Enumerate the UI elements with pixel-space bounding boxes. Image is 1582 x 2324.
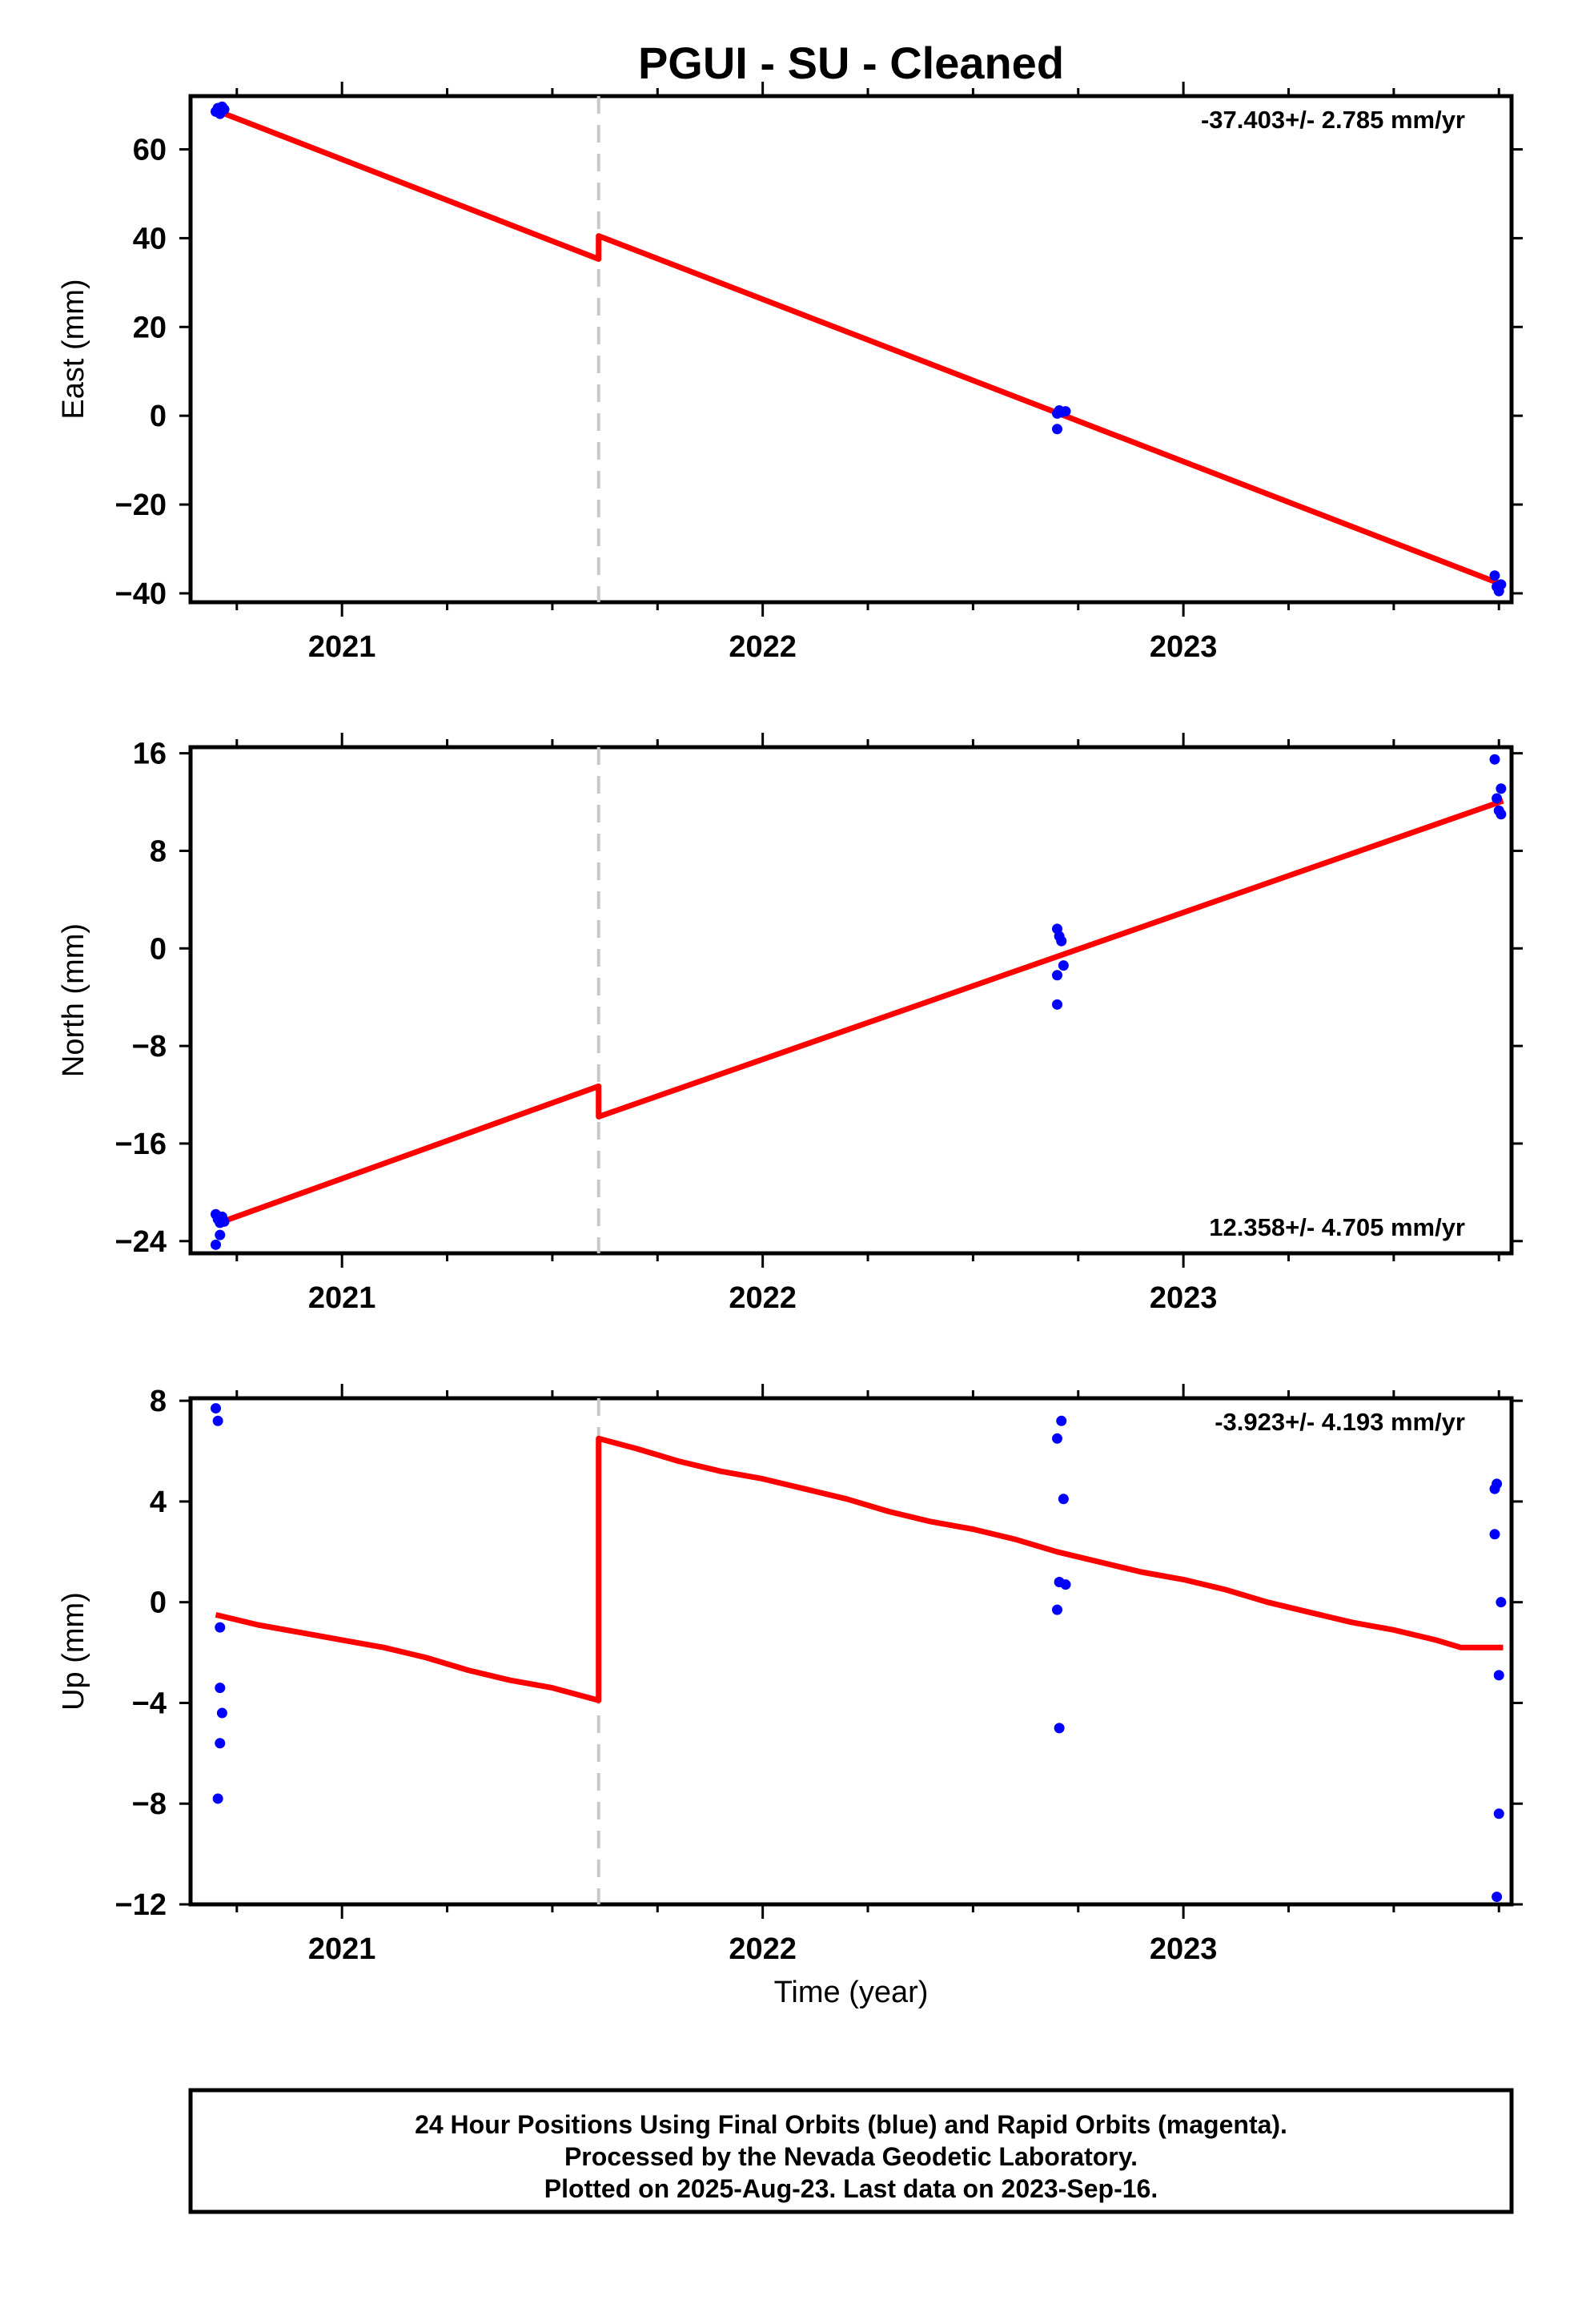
east-data-point (219, 104, 230, 115)
up-data-point (1058, 1494, 1069, 1505)
up-y-tick-label: −12 (115, 1888, 167, 1922)
east-plot-frame (188, 94, 1514, 605)
up-y-axis-label: Up (mm) (57, 1592, 90, 1711)
up-model-line (215, 1435, 1504, 1703)
north-data-point (1058, 960, 1069, 971)
up-data-point (215, 1683, 226, 1694)
north-y-tick-label: −16 (115, 1128, 167, 1161)
east-y-axis-label: East (mm) (57, 279, 90, 419)
up-data-point (216, 1707, 227, 1719)
north-data-point (1496, 809, 1507, 820)
north-x-tick-label: 2023 (1150, 1281, 1218, 1315)
north-y-tick-label: −24 (115, 1225, 167, 1259)
up-data-point (1489, 1529, 1500, 1540)
east-panel: −40 −20 0 20 40 60 2021 2022 2023 East (mm) -37.40… (57, 82, 1523, 664)
up-x-tick-label: 2022 (729, 1932, 797, 1966)
north-data-point (211, 1239, 222, 1250)
east-x-tick-label: 2021 (308, 630, 376, 664)
north-panel: −24 −16 −8 0 8 16 2021 2022 2023 North (mm) 12.358… (57, 733, 1523, 1315)
north-data-point (219, 1216, 230, 1227)
east-model-line (215, 107, 1504, 588)
footer-box (188, 2088, 1514, 2214)
north-data-point (1492, 793, 1503, 804)
east-y-tick-label: −20 (115, 489, 167, 522)
up-data-point (215, 1622, 226, 1633)
north-data-point (1056, 935, 1067, 947)
east-y-tick-label: 20 (133, 311, 167, 344)
east-data-point (1489, 570, 1500, 581)
chart-title: PGUI - SU - Cleaned (638, 38, 1064, 88)
up-y-tick-label: 4 (150, 1486, 167, 1519)
footer-line-2: Processed by the Nevada Geodetic Laborat… (564, 2142, 1138, 2171)
east-y-tick-label: 0 (150, 400, 167, 433)
up-data-point (1496, 1597, 1507, 1608)
up-data-point (215, 1738, 226, 1749)
east-data-point (1496, 579, 1507, 590)
north-rate-label: 12.358+/- 4.705 mm/yr (1209, 1213, 1465, 1241)
x-axis-label: Time (year) (774, 1976, 929, 2009)
north-y-tick-label: −8 (132, 1030, 167, 1063)
up-plot-frame (188, 1396, 1514, 1907)
east-y-tick-label: −40 (115, 577, 167, 611)
up-data-point (212, 1415, 223, 1426)
north-data-point (1496, 783, 1507, 794)
up-y-tick-label: −8 (132, 1787, 167, 1821)
north-y-tick-label: 0 (150, 932, 167, 966)
north-data-point (1051, 970, 1062, 981)
up-rate-label: -3.923+/- 4.193 mm/yr (1215, 1408, 1465, 1436)
north-y-axis-label: North (mm) (57, 923, 90, 1077)
north-data-point (215, 1229, 226, 1240)
up-y-tick-label: −4 (132, 1687, 167, 1720)
footer-line-1: 24 Hour Positions Using Final Orbits (bl… (415, 2110, 1287, 2139)
north-x-tick-label: 2022 (729, 1281, 797, 1315)
up-data-point (1492, 1478, 1503, 1490)
east-y-tick-label: 60 (133, 134, 167, 167)
east-data-point (1051, 424, 1062, 435)
up-y-tick-label: 8 (150, 1385, 167, 1418)
up-data-point (1056, 1415, 1067, 1426)
east-rate-label: -37.403+/- 2.785 mm/yr (1201, 106, 1465, 134)
up-data-point (1051, 1433, 1062, 1444)
up-data-point (1054, 1723, 1065, 1734)
north-data-point (1489, 754, 1500, 765)
up-data-point (1493, 1808, 1504, 1819)
up-data-point (1492, 1892, 1503, 1903)
east-x-tick-label: 2022 (729, 630, 797, 664)
up-x-tick-label: 2023 (1150, 1932, 1218, 1966)
north-plot-frame (188, 745, 1514, 1256)
up-data-point (1051, 1604, 1062, 1615)
east-x-tick-label: 2023 (1150, 630, 1218, 664)
up-y-tick-label: 0 (150, 1586, 167, 1620)
north-x-tick-label: 2021 (308, 1281, 376, 1315)
footer-line-3: Plotted on 2025-Aug-23. Last data on 202… (544, 2174, 1158, 2203)
up-data-point (1060, 1579, 1071, 1590)
east-y-tick-label: 40 (133, 222, 167, 255)
up-data-point (1493, 1670, 1504, 1681)
east-data-point (1060, 406, 1071, 417)
north-y-tick-label: 8 (150, 834, 167, 868)
north-model-line (215, 798, 1504, 1227)
north-y-tick-label: 16 (133, 738, 167, 771)
up-data-point (211, 1403, 222, 1414)
up-x-tick-label: 2021 (308, 1932, 376, 1966)
north-data-point (1051, 999, 1062, 1010)
up-data-point (212, 1793, 223, 1804)
up-panel: −12 −8 −4 0 4 8 2021 2022 2023 Up (mm) -3.923+/- 4… (57, 1384, 1523, 1966)
